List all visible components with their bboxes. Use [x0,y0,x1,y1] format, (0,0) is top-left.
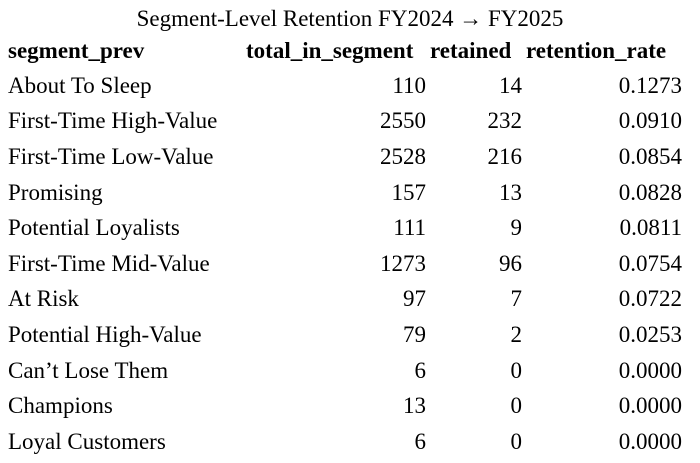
cell-segment-prev: About To Sleep [8,72,152,98]
cell-total-in-segment: 13 [403,393,426,419]
cell-retained: 13 [499,179,522,205]
cell-segment-prev: Champions [8,393,113,419]
cell-total-in-segment: 157 [391,179,427,205]
cell-retention-rate: 0.0722 [618,286,682,312]
cell-segment-prev: First-Time Low-Value [8,143,214,169]
cell-total-in-segment: 111 [393,215,426,241]
header-total-in-segment: total_in_segment [246,38,414,63]
cell-retained: 232 [487,108,523,134]
cell-total-in-segment: 2528 [380,143,426,169]
table-row: About To Sleep 110 14 0.1273 [6,68,684,104]
header-row: segment_prev total_in_segment retained r… [6,34,684,68]
cell-total-in-segment: 2550 [380,108,426,134]
cell-segment-prev: Can’t Lose Them [8,357,169,383]
table-row: Promising 157 13 0.0828 [6,175,684,211]
cell-retained: 0 [510,393,523,419]
cell-retention-rate: 0.0253 [618,321,682,347]
table-caption: Segment-Level Retention FY2024 → FY2025 [136,6,564,31]
cell-segment-prev: Promising [8,179,103,205]
cell-total-in-segment: 1273 [380,250,426,276]
cell-segment-prev: Potential Loyalists [8,215,180,241]
cell-retained: 9 [510,215,523,241]
table-row: First-Time Low-Value 2528 216 0.0854 [6,139,684,175]
table-row: Loyal Customers 6 0 0.0000 [6,424,684,460]
cell-retention-rate: 0.0000 [618,428,682,454]
table-row: First-Time Mid-Value 1273 96 0.0754 [6,246,684,282]
cell-retained: 96 [499,250,522,276]
table-row: At Risk 97 7 0.0722 [6,282,684,318]
header-retained: retained [430,38,512,63]
cell-retention-rate: 0.0754 [618,250,682,276]
header-segment-prev: segment_prev [8,38,145,63]
table-row: First-Time High-Value 2550 232 0.0910 [6,104,684,140]
cell-segment-prev: First-Time Mid-Value [8,250,210,276]
cell-total-in-segment: 6 [414,357,427,383]
cell-total-in-segment: 97 [403,286,426,312]
retention-table: segment_prev total_in_segment retained r… [6,34,684,460]
cell-total-in-segment: 6 [414,428,427,454]
header-retention-rate: retention_rate [526,38,667,63]
cell-retained: 0 [510,357,523,383]
cell-retained: 0 [510,428,523,454]
cell-retention-rate: 0.0910 [618,108,682,134]
cell-retention-rate: 0.0000 [618,393,682,419]
cell-retention-rate: 0.0811 [619,215,682,241]
cell-total-in-segment: 110 [392,72,426,98]
cell-retention-rate: 0.0000 [618,357,682,383]
cell-segment-prev: At Risk [8,286,79,312]
cell-retained: 14 [499,72,522,98]
cell-segment-prev: Loyal Customers [8,428,166,454]
cell-retained: 7 [510,286,523,312]
cell-retained: 2 [510,321,523,347]
cell-segment-prev: Potential High-Value [8,321,202,347]
table-row: Can’t Lose Them 6 0 0.0000 [6,353,684,389]
table-row: Champions 13 0 0.0000 [6,388,684,424]
cell-retention-rate: 0.0828 [618,179,682,205]
cell-retention-rate: 0.1273 [618,72,682,98]
cell-retained: 216 [487,143,523,169]
table-row: Potential High-Value 79 2 0.0253 [6,317,684,353]
table-body: About To Sleep 110 14 0.1273 First-Time High… [6,68,684,460]
cell-total-in-segment: 79 [403,321,426,347]
cell-segment-prev: First-Time High-Value [8,108,218,134]
table-header: segment_prev total_in_segment retained r… [6,34,684,68]
table-row: Potential Loyalists 111 9 0.0811 [6,210,684,246]
cell-retention-rate: 0.0854 [618,143,682,169]
